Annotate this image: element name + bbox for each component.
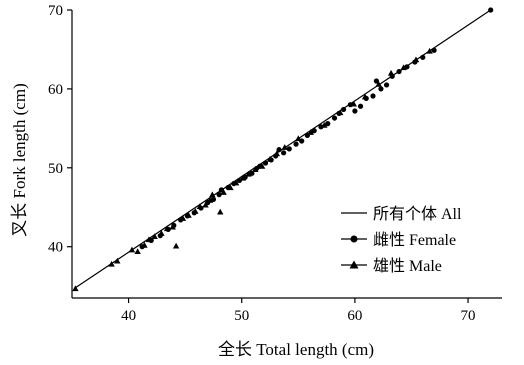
- female-point: [286, 146, 292, 152]
- female-point: [420, 54, 426, 60]
- x-tick-label: 50: [234, 308, 249, 324]
- axis-ticks: 40 50 60 70 40 50 60 70: [48, 3, 476, 324]
- male-point: [321, 122, 328, 128]
- y-tick-label: 40: [48, 240, 63, 256]
- male-point: [266, 155, 274, 162]
- male-point: [192, 208, 199, 214]
- female-point: [249, 170, 255, 176]
- male-point: [108, 260, 115, 267]
- female-point: [357, 103, 364, 109]
- male-point: [232, 179, 240, 186]
- male-point: [350, 100, 357, 107]
- y-tick-label: 70: [48, 3, 63, 19]
- x-tick-label: 70: [461, 308, 476, 324]
- male-point: [307, 129, 314, 135]
- female-point: [383, 82, 390, 88]
- x-tick-label: 40: [121, 308, 136, 324]
- female-point: [340, 106, 347, 113]
- female-point: [404, 64, 410, 70]
- data-points: [72, 7, 494, 292]
- female-point: [325, 121, 331, 127]
- legend: 所有个体 All 雌性 Female 雄性 Male: [341, 205, 462, 275]
- female-point: [281, 150, 287, 156]
- female-point: [378, 86, 384, 92]
- female-point: [318, 124, 324, 130]
- male-point: [151, 233, 158, 240]
- x-axis-label: 全长 Total length (cm): [218, 340, 374, 359]
- axes: [71, 10, 502, 299]
- male-point: [128, 246, 136, 253]
- female-point: [276, 147, 282, 153]
- male-point: [169, 223, 176, 230]
- female-point: [210, 196, 217, 202]
- male-point: [336, 109, 344, 116]
- male-point: [387, 69, 395, 76]
- female-point: [396, 68, 402, 75]
- male-point: [206, 196, 214, 203]
- legend-label-male: 雄性 Male: [373, 257, 442, 275]
- male-point: [220, 189, 227, 195]
- male-point: [400, 64, 407, 71]
- male-point: [252, 166, 259, 172]
- female-point: [370, 93, 376, 99]
- male-point: [185, 211, 192, 218]
- female-point: [293, 141, 299, 147]
- male-point: [217, 208, 224, 215]
- legend-male-marker: [349, 260, 359, 269]
- legend-female-marker: [350, 235, 358, 243]
- male-point: [273, 150, 281, 157]
- male-point: [179, 215, 187, 221]
- male-point: [163, 225, 171, 232]
- female-point: [431, 47, 437, 53]
- male-point: [134, 248, 141, 255]
- male-point: [245, 170, 252, 177]
- male-point: [281, 144, 288, 150]
- y-tick-label: 50: [48, 161, 63, 177]
- male-point: [172, 242, 180, 249]
- y-tick-label: 60: [48, 82, 63, 98]
- male-point: [426, 47, 433, 54]
- x-tick-label: 60: [347, 308, 362, 324]
- female-point: [216, 192, 222, 198]
- male-point: [202, 201, 209, 208]
- male-point: [209, 191, 216, 198]
- male-point: [361, 93, 369, 100]
- female-point: [352, 108, 358, 114]
- male-point: [72, 285, 79, 292]
- male-point: [145, 236, 153, 243]
- male-point: [258, 163, 266, 169]
- male-point: [114, 257, 121, 264]
- male-point: [196, 203, 204, 210]
- female-point: [311, 128, 317, 134]
- male-point: [239, 174, 247, 181]
- male-point: [412, 56, 420, 63]
- male-point: [375, 80, 382, 87]
- legend-label-all: 所有个体 All: [373, 205, 462, 223]
- y-axis-label: 叉长 Fork length (cm): [10, 83, 29, 236]
- male-point: [141, 241, 148, 248]
- female-point: [262, 160, 269, 166]
- legend-label-female: 雌性 Female: [373, 231, 456, 249]
- female-point: [373, 78, 379, 84]
- male-point: [227, 184, 234, 191]
- male-point: [295, 135, 302, 142]
- female-point: [488, 7, 494, 13]
- female-point: [331, 115, 338, 121]
- male-point: [158, 230, 165, 236]
